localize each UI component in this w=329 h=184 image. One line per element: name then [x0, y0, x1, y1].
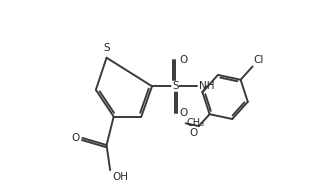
Text: O: O: [179, 108, 188, 118]
Text: S: S: [172, 81, 179, 91]
Text: O: O: [179, 54, 188, 65]
Text: S: S: [103, 43, 110, 53]
Text: Cl: Cl: [253, 55, 264, 65]
Text: NH: NH: [199, 81, 214, 91]
Text: O: O: [71, 133, 79, 143]
Text: OH: OH: [112, 172, 128, 182]
Text: CH₃: CH₃: [187, 118, 205, 128]
Text: O: O: [190, 128, 198, 138]
